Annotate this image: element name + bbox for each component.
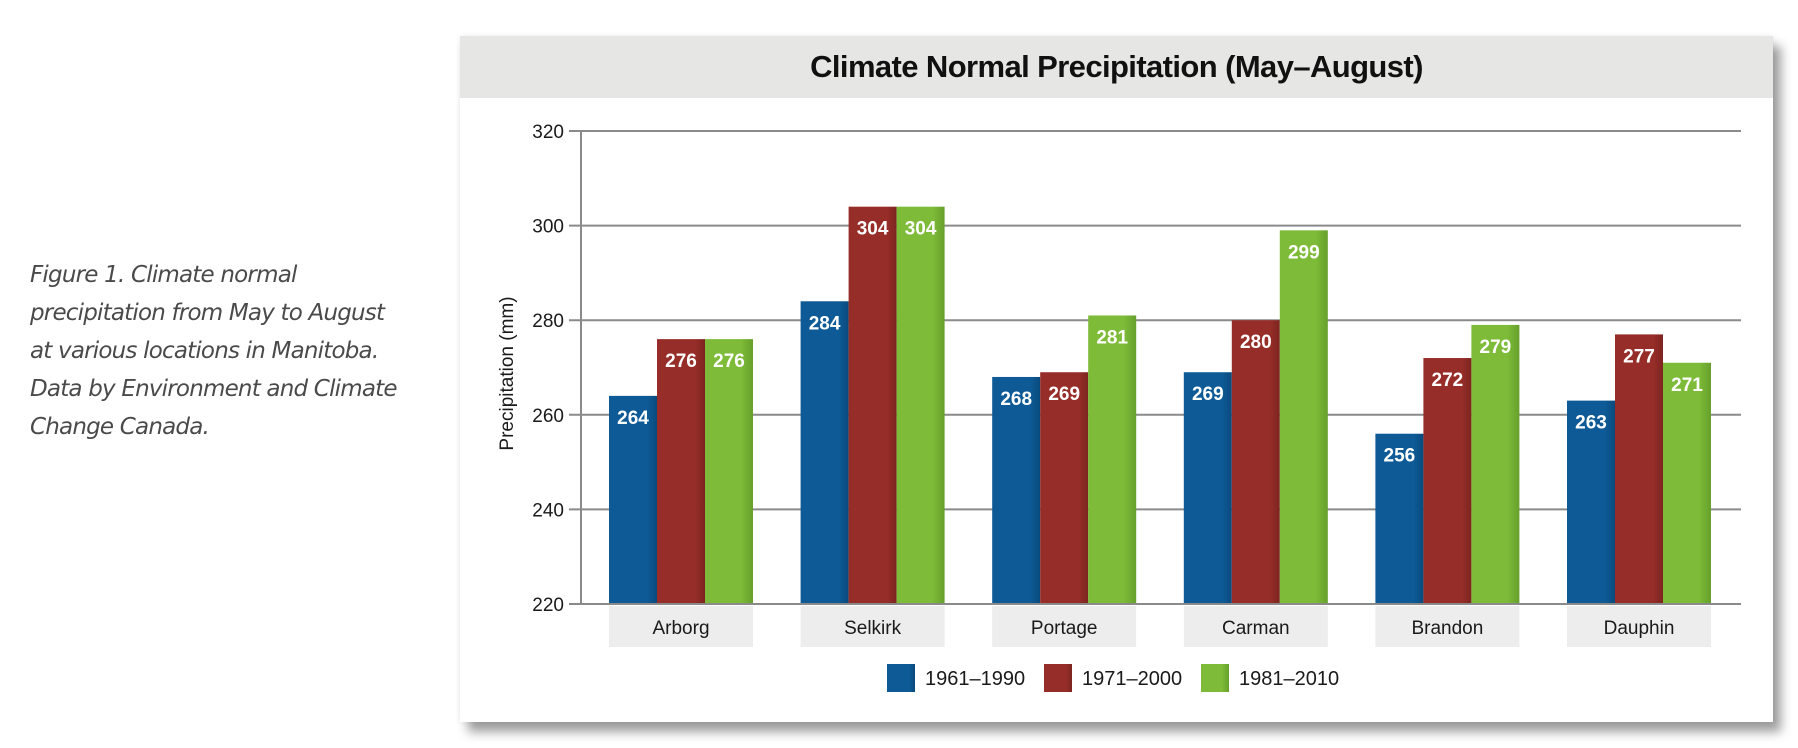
y-tick-label: 320 (532, 122, 564, 143)
caption-line: at various locations in Manitoba. (30, 338, 379, 364)
x-tick-label: Arborg (652, 618, 709, 639)
data-label: 272 (1432, 370, 1464, 391)
bar (1567, 400, 1615, 604)
data-label: 304 (905, 219, 937, 240)
legend-swatch (1044, 664, 1072, 692)
figure-caption: Figure 1. Climate normal precipitation f… (30, 256, 410, 446)
category-bands: Arborg Selkirk Portage Carman Brandon Dauphin (609, 606, 1711, 647)
x-tick-label: Selkirk (844, 618, 902, 639)
bar (705, 339, 753, 604)
y-tick-label: 300 (532, 217, 564, 238)
chart-title: Climate Normal Precipitation (May–August… (810, 49, 1423, 84)
legend-label: 1961–1990 (925, 668, 1025, 690)
data-label: 281 (1096, 327, 1128, 348)
data-label: 276 (713, 351, 745, 372)
bar (800, 301, 849, 604)
legend-item: 1961–1990 (887, 664, 1025, 692)
caption-line: Change Canada. (30, 414, 210, 440)
chart-card: Climate Normal Precipitation (May–August… (460, 36, 1773, 722)
x-tick-label: Brandon (1411, 618, 1483, 639)
bar (848, 206, 897, 604)
category-band (800, 606, 945, 647)
y-tick-label: 280 (532, 311, 564, 332)
legend-item: 1981–2010 (1201, 664, 1339, 692)
data-label: 276 (665, 351, 697, 372)
legend-label: 1981–2010 (1239, 668, 1339, 690)
bar (1279, 230, 1328, 604)
bar (657, 339, 705, 604)
y-tick-label: 260 (532, 406, 564, 427)
data-label: 280 (1240, 332, 1272, 353)
y-tick-label: 220 (532, 595, 564, 616)
data-label: 277 (1623, 346, 1655, 367)
y-axis-label: Precipitation (mm) (497, 296, 518, 450)
data-label: 279 (1480, 337, 1512, 358)
axes: 220 240 260 280 300 320 (532, 122, 1741, 616)
legend-label: 1971–2000 (1082, 668, 1182, 690)
bar-chart: Arborg Selkirk Portage Carman Brandon Dauphin… (497, 122, 1741, 692)
title-band (460, 36, 1773, 98)
data-label: 268 (1000, 389, 1032, 410)
data-label: 299 (1288, 242, 1320, 263)
bar (1040, 372, 1089, 604)
legend-swatch (1201, 664, 1229, 692)
category-band (992, 606, 1137, 647)
caption-line: Data by Environment and Climate (30, 376, 398, 402)
bar (1615, 334, 1663, 604)
data-label: 271 (1671, 375, 1703, 396)
category-band (1375, 606, 1520, 647)
x-tick-label: Carman (1222, 618, 1290, 639)
bar (1663, 362, 1711, 604)
caption-line: precipitation from May to August (30, 300, 385, 326)
data-label: 263 (1575, 413, 1607, 434)
y-tick-label: 240 (532, 500, 564, 521)
bar (609, 395, 657, 604)
legend-item: 1971–2000 (1044, 664, 1182, 692)
bars: 264 276 276 284 304 304 268 269 281 269 280 299 256 2… (609, 206, 1711, 604)
data-label: 256 (1384, 446, 1416, 467)
data-label: 304 (857, 219, 889, 240)
category-band (609, 606, 753, 647)
bar (1088, 315, 1137, 604)
legend-swatch (887, 664, 915, 692)
bar (1375, 433, 1424, 604)
data-label: 284 (809, 313, 841, 334)
bar (992, 376, 1041, 604)
data-label: 269 (1192, 384, 1224, 405)
x-tick-label: Dauphin (1604, 618, 1675, 639)
category-band (1183, 606, 1328, 647)
category-band (1567, 606, 1711, 647)
bar (1423, 358, 1472, 604)
data-label: 264 (617, 408, 649, 429)
caption-line: Figure 1. Climate normal (30, 262, 297, 288)
bar (1231, 320, 1280, 604)
x-tick-label: Portage (1031, 618, 1098, 639)
bar (1183, 372, 1232, 604)
legend: 1961–1990 1971–2000 1981–2010 (887, 664, 1339, 692)
bar (1471, 324, 1520, 604)
bar (896, 206, 945, 604)
data-label: 269 (1048, 384, 1080, 405)
